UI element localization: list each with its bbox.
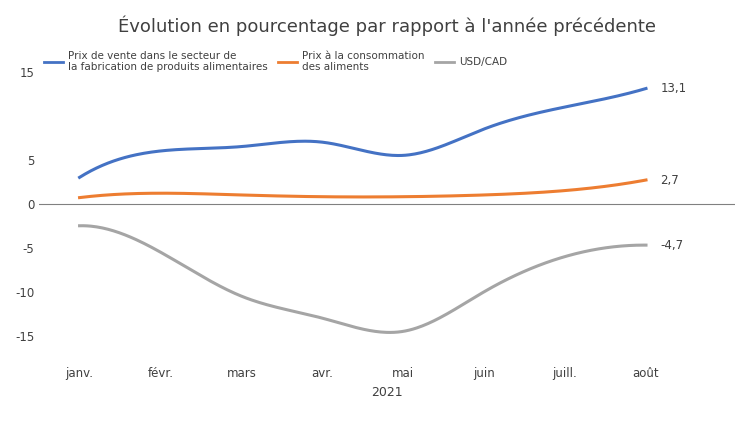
Text: 13,1: 13,1 — [661, 82, 687, 95]
X-axis label: 2021: 2021 — [371, 386, 403, 398]
Text: -4,7: -4,7 — [661, 238, 684, 252]
Legend: Prix de vente dans le secteur de
la fabrication de produits alimentaires, Prix à: Prix de vente dans le secteur de la fabr… — [44, 51, 508, 72]
Title: Évolution en pourcentage par rapport à l'année précédente: Évolution en pourcentage par rapport à l… — [118, 15, 656, 35]
Text: 2,7: 2,7 — [661, 173, 680, 187]
